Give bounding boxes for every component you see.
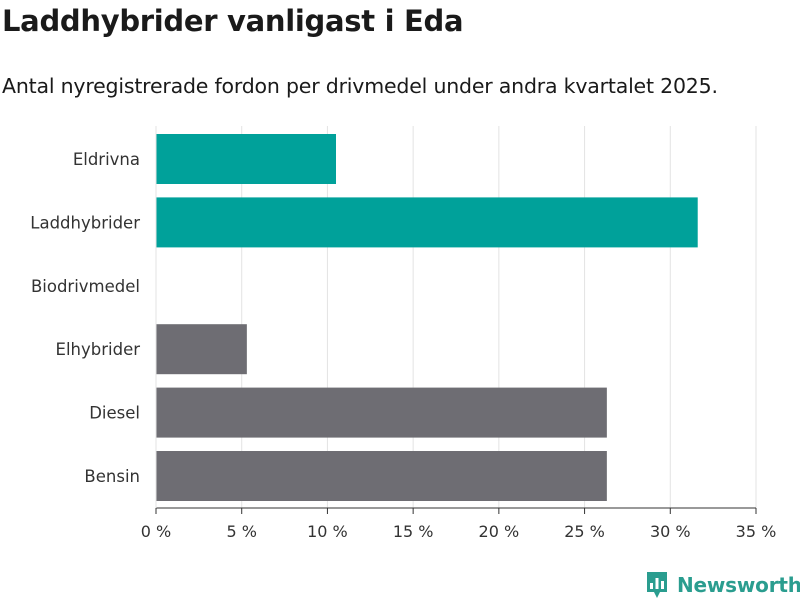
x-tick-label: 15 % [393,522,434,541]
category-label: Eldrivna [73,150,140,169]
bar-chart-pin-icon [647,572,667,598]
category-label: Elhybrider [56,340,141,359]
bar-elhybrider [156,324,247,375]
bar-eldrivna [156,134,336,184]
x-tick-label: 20 % [479,522,520,541]
grid-lines [241,126,757,508]
category-label: Bensin [84,467,140,486]
x-tick-label: 10 % [307,522,348,541]
bar-bensin [156,451,607,501]
x-axis: 0 % 5 % 10 % 15 % 20 % 25 % 30 % 35 % [141,126,777,541]
chart-subtitle: Antal nyregistrerade fordon per drivmede… [2,74,718,98]
x-tick-label: 35 % [736,522,777,541]
category-label: Laddhybrider [30,213,140,232]
x-tick-label: 25 % [564,522,605,541]
logo-text: Newsworthy [677,573,800,597]
bar-diesel [156,387,607,438]
category-label: Diesel [89,404,140,423]
chart-title: Laddhybrider vanligast i Eda [2,4,464,38]
x-tick-label: 30 % [650,522,691,541]
newsworthy-logo: Newsworthy [645,570,800,600]
x-tick-label: 5 % [226,522,256,541]
category-label: Biodrivmedel [31,277,140,296]
bars [156,134,698,501]
bar-laddhybrider [156,197,698,248]
x-tick-label: 0 % [141,522,171,541]
category-labels: Eldrivna Laddhybrider Biodrivmedel Elhybrid… [30,150,140,486]
